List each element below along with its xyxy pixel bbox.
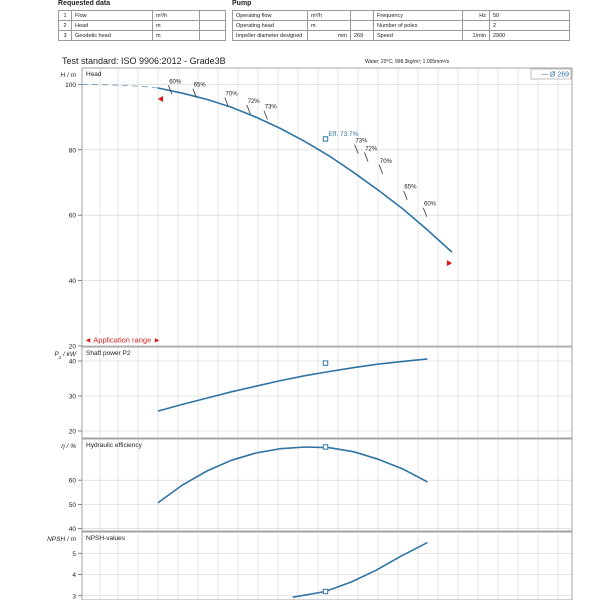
axis-label: η / % bbox=[61, 443, 76, 450]
duty-point-marker bbox=[322, 136, 329, 142]
tick-label: 80 bbox=[69, 147, 77, 154]
efficiency-label: 73% bbox=[265, 105, 278, 111]
duty-point-marker bbox=[322, 444, 329, 450]
pump-title: Pump bbox=[232, 0, 252, 7]
tick-label: 100 bbox=[65, 82, 76, 89]
series-line bbox=[157, 87, 453, 253]
duty-point-marker bbox=[322, 588, 329, 595]
table-row: 3 Geodetic head m bbox=[58, 30, 226, 41]
tick-label: 30 bbox=[69, 394, 77, 401]
efficiency-label: 72% bbox=[248, 99, 261, 105]
tick-label: 4 bbox=[72, 572, 76, 579]
efficiency-tick bbox=[403, 190, 408, 200]
efficiency-tick bbox=[224, 97, 229, 107]
axis-label: NPSH / m bbox=[47, 536, 76, 543]
requested-data-table: 1 Flow m³/h 2 Head m 3 Geodetic head m bbox=[58, 10, 226, 41]
efficiency-label: 60% bbox=[169, 79, 182, 85]
tick-label: 3 bbox=[72, 593, 76, 600]
efficiency-tick bbox=[192, 88, 197, 98]
efficiency-label: 70% bbox=[380, 159, 393, 165]
npsh-frame bbox=[81, 531, 573, 600]
chart-title: Head bbox=[86, 71, 102, 78]
table-row: Operating head m Number of poles 2 bbox=[232, 20, 570, 31]
requested-data-title: Requested data bbox=[58, 0, 111, 7]
efficiency-tick bbox=[168, 85, 173, 95]
efficiency-tick bbox=[263, 110, 268, 120]
efficiency-label: 65% bbox=[404, 185, 417, 191]
chart-title: Shaft power P2 bbox=[86, 350, 131, 357]
efficiency-label: 60% bbox=[424, 202, 437, 208]
curve-extension-dashed bbox=[81, 84, 158, 89]
duty-point-marker bbox=[322, 360, 329, 366]
efficiency-label: 70% bbox=[226, 92, 239, 98]
efficiency-tick bbox=[246, 104, 251, 115]
table-row: Impeller diameter designed mm 269 Speed … bbox=[232, 30, 570, 41]
axis-label: H / m bbox=[60, 72, 76, 79]
axis-label: P2 / kW bbox=[54, 351, 77, 360]
tick-label: 20 bbox=[69, 429, 77, 436]
tick-label: 60 bbox=[69, 213, 77, 220]
series-line bbox=[292, 541, 428, 598]
head-frame bbox=[81, 67, 573, 347]
chart-title: Hydraulic efficiency bbox=[86, 442, 143, 449]
application-range-bg bbox=[90, 334, 155, 345]
range-start-marker bbox=[157, 95, 163, 102]
legend-box bbox=[530, 68, 572, 80]
tick-label: 50 bbox=[69, 502, 77, 509]
series-line bbox=[157, 446, 428, 504]
legend-label: — Ø 269 bbox=[541, 72, 569, 79]
row-value[interactable]: 2900 bbox=[489, 30, 570, 41]
efficiency-tick bbox=[354, 144, 359, 154]
tick-label: 5 bbox=[72, 551, 76, 558]
tick-label: 40 bbox=[69, 278, 77, 285]
tick-label: 20 bbox=[69, 344, 77, 351]
shaft-power-frame bbox=[81, 346, 573, 439]
efficiency-tick bbox=[422, 207, 428, 217]
range-end-marker bbox=[446, 260, 452, 267]
efficiency-label: 72% bbox=[365, 146, 378, 152]
tick-label: 40 bbox=[69, 359, 77, 366]
series-line bbox=[157, 358, 428, 412]
pump-table: Operating flow m³/h Frequency Hz 50 Oper… bbox=[232, 10, 570, 41]
efficiency-label: 65% bbox=[194, 83, 207, 89]
duty-point-label: Eff. 73.7% bbox=[329, 131, 359, 138]
tick-label: 40 bbox=[69, 526, 77, 533]
test-standard: Test standard: ISO 9906:2012 - Grade3B bbox=[62, 56, 226, 66]
efficiency-frame bbox=[81, 438, 573, 532]
row-value[interactable] bbox=[199, 30, 226, 41]
tick-label: 60 bbox=[69, 478, 77, 485]
application-range-label: ◄ Application range ► bbox=[84, 336, 161, 345]
efficiency-tick bbox=[378, 164, 384, 175]
efficiency-tick bbox=[364, 152, 369, 162]
chart-title: NPSH-values bbox=[86, 535, 126, 542]
efficiency-label: 73% bbox=[355, 139, 368, 145]
water-properties: Water; 20°C; 998.3kg/m³; 1.005mm²/s bbox=[365, 59, 450, 65]
